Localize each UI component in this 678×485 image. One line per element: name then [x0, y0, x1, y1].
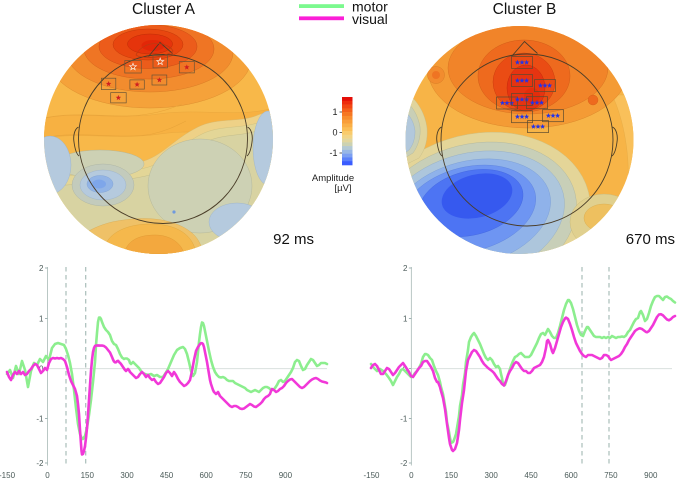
svg-text:1: 1 [332, 107, 337, 117]
svg-text:600: 600 [564, 471, 578, 480]
svg-text:-2: -2 [400, 459, 408, 468]
svg-text:-150: -150 [363, 471, 380, 480]
svg-text:[µV]: [µV] [334, 183, 351, 194]
svg-text:300: 300 [120, 471, 134, 480]
svg-text:150: 150 [445, 471, 459, 480]
svg-text:-2: -2 [36, 459, 44, 468]
svg-text:0: 0 [39, 364, 44, 373]
svg-text:1: 1 [39, 314, 44, 323]
svg-text:Cluster B: Cluster B [493, 1, 557, 18]
svg-text:Amplitude: Amplitude [312, 173, 354, 184]
svg-text:92 ms: 92 ms [273, 231, 314, 248]
svg-text:1: 1 [403, 314, 408, 323]
svg-text:Cluster A: Cluster A [132, 1, 196, 18]
svg-text:750: 750 [604, 471, 618, 480]
svg-text:2: 2 [39, 264, 44, 273]
svg-text:visual: visual [352, 11, 388, 27]
svg-text:600: 600 [200, 471, 214, 480]
svg-text:motor: motor [352, 0, 388, 15]
svg-text:-1: -1 [36, 414, 44, 423]
svg-text:-1: -1 [400, 414, 408, 423]
svg-text:300: 300 [485, 471, 499, 480]
svg-text:0: 0 [332, 128, 337, 138]
svg-text:0: 0 [45, 471, 50, 480]
svg-text:900: 900 [279, 471, 293, 480]
svg-text:2: 2 [403, 264, 408, 273]
svg-text:0: 0 [409, 471, 414, 480]
svg-text:750: 750 [239, 471, 253, 480]
svg-text:900: 900 [644, 471, 658, 480]
svg-text:450: 450 [524, 471, 538, 480]
svg-text:670 ms: 670 ms [626, 231, 675, 248]
svg-text:150: 150 [81, 471, 95, 480]
svg-text:-150: -150 [0, 471, 16, 480]
svg-text:450: 450 [160, 471, 174, 480]
svg-text:-1: -1 [329, 148, 337, 158]
